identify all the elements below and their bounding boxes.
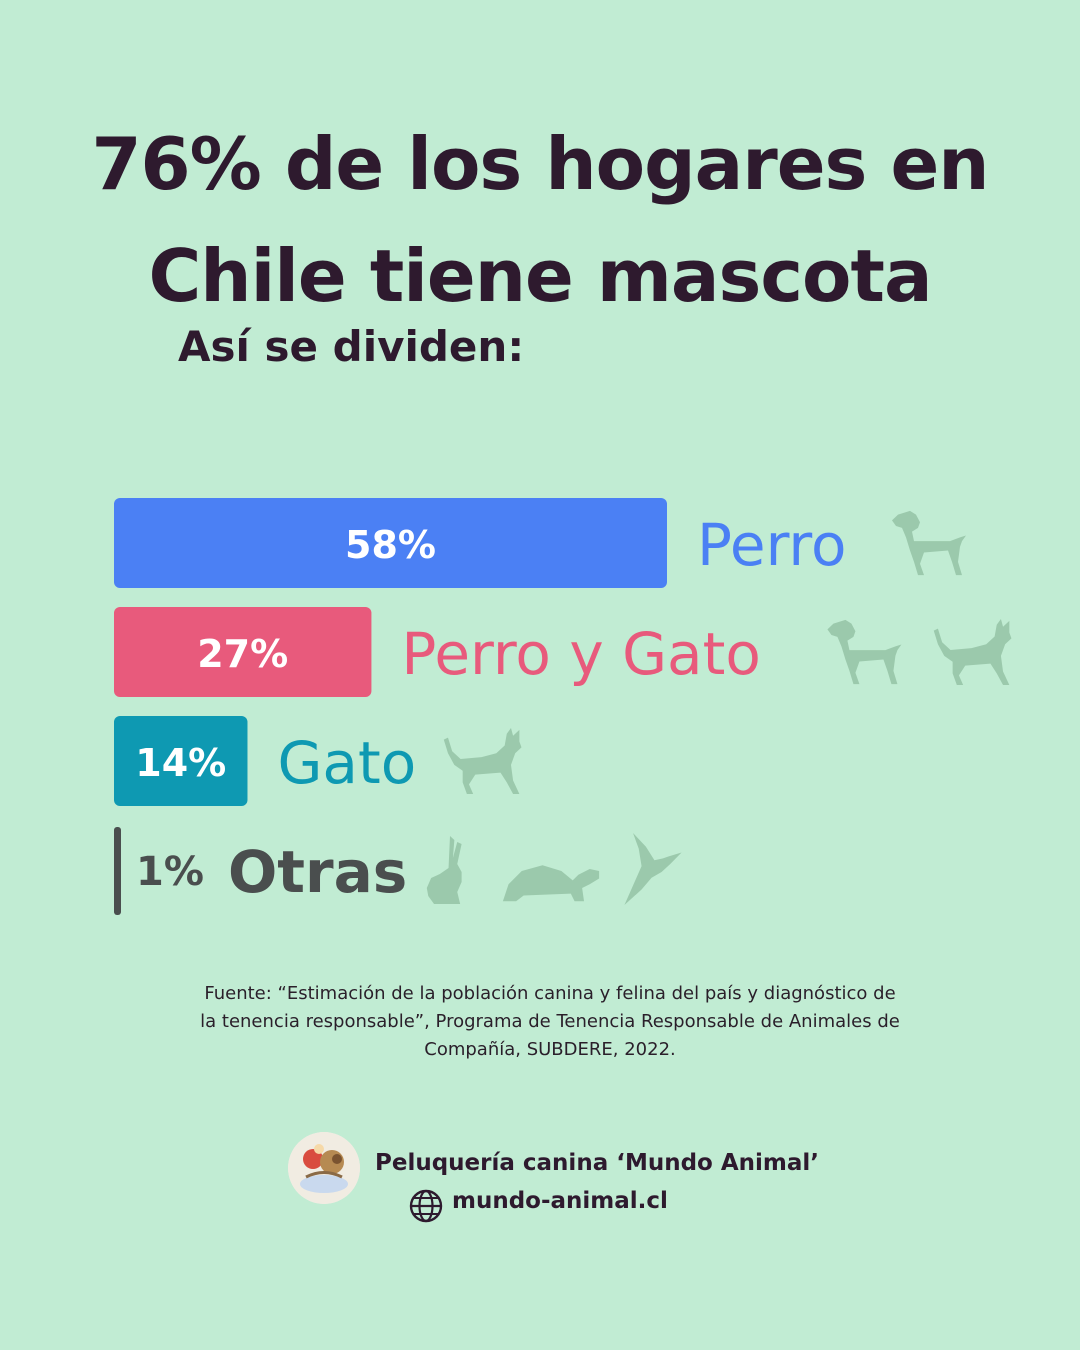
value-label-2: 14% [135,741,226,785]
cat-icon-shape [933,618,1012,686]
turtle-icon [502,865,600,902]
cat-icon [443,727,522,795]
hummingbird-icon [624,833,682,906]
title-line-2: Chile tiene mascota [148,234,932,318]
value-label-1: 27% [197,632,288,676]
subtitle: Así se dividen: [178,322,525,371]
dog-icon [827,619,902,685]
dog-icon [892,510,966,576]
brand-name: Peluquería canina ‘Mundo Animal’ [375,1150,820,1176]
dog-icon-shape [892,510,966,576]
title-line-1: 76% de los hogares en [91,122,989,206]
category-label-3: Otras [228,838,407,906]
cat-icon-shape [443,727,522,795]
cat-icon [933,618,1012,686]
bar-0 [114,498,667,588]
rabbit-icon-shape [426,836,462,904]
source-note: Fuente: “Estimación de la población cani… [200,983,900,1060]
dog-icon-shape [827,619,902,685]
rabbit-icon [426,836,462,904]
value-label-3: 1% [136,849,204,895]
page-title: 76% de los hogares en Chile tiene mascot… [0,108,1080,332]
bar-1 [114,607,372,697]
category-label-1: Perro y Gato [401,620,760,688]
turtle-icon-shape [502,865,600,902]
category-label-2: Gato [277,729,416,797]
bar-3 [114,827,121,915]
category-label-0: Perro [697,511,846,579]
globe-icon [409,1189,443,1223]
website-link[interactable]: mundo-animal.cl [452,1188,668,1214]
bar-chart: 58% Perro 27% Perro y Gato 14% Gato 1% Otras [114,498,1012,915]
dog-grooming-logo-icon [288,1132,360,1204]
hummingbird-icon-shape [624,833,682,906]
bar-2 [114,716,248,806]
value-label-0: 58% [345,523,436,567]
